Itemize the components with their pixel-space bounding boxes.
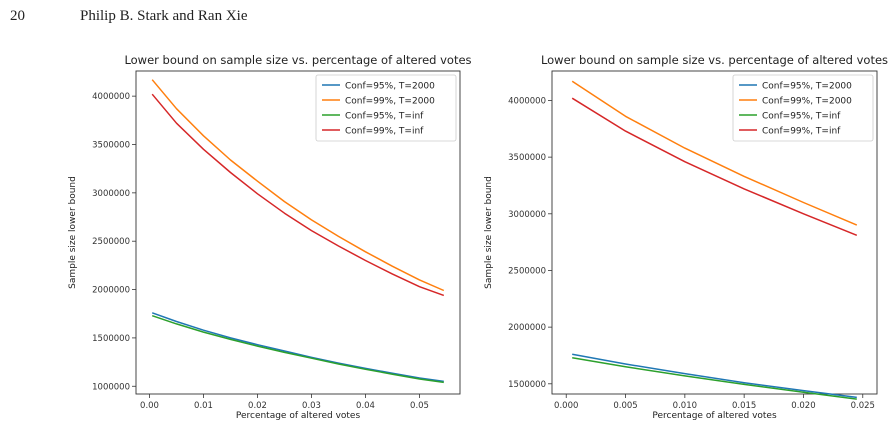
y-axis-label: Sample size lower bound xyxy=(484,176,494,289)
series-line xyxy=(151,314,444,384)
y-tick-label: 1000000 xyxy=(92,382,130,392)
series-line xyxy=(151,312,444,383)
x-tick-label: 0.04 xyxy=(356,401,375,411)
series-line xyxy=(572,356,857,400)
legend-label: Conf=95%, T=2000 xyxy=(345,82,435,92)
plot-frame xyxy=(551,70,878,395)
x-tick-label: 0.025 xyxy=(851,401,875,411)
series-line xyxy=(571,97,858,236)
x-tick-label: 0.03 xyxy=(302,401,321,411)
chart-2: Lower bound on sample size vs. percentag… xyxy=(484,53,888,421)
x-tick-label: 0.02 xyxy=(248,401,267,411)
series-line xyxy=(151,79,445,292)
y-tick-label: 3000000 xyxy=(508,210,546,220)
legend: Conf=95%, T=2000 Conf=99%, T=2000 Conf=95%… xyxy=(732,74,874,142)
page-header: 20 Philip B. Stark and Ran Xie xyxy=(10,8,248,25)
y-tick-label: 3500000 xyxy=(92,140,130,150)
x-tick-label: 0.000 xyxy=(554,401,578,411)
x-tick-label: 0.005 xyxy=(613,401,637,411)
y-tick-label: 4000000 xyxy=(508,96,546,106)
x-tick-label: 0.01 xyxy=(194,401,213,411)
y-axis-label: Sample size lower bound xyxy=(68,176,78,289)
y-tick-label: 4000000 xyxy=(92,92,130,102)
page-number: 20 xyxy=(10,8,25,24)
y-tick-label: 2000000 xyxy=(508,323,546,333)
series-line xyxy=(572,353,857,399)
x-tick-label: 0.05 xyxy=(410,401,429,411)
legend-label: Conf=99%, T=2000 xyxy=(345,97,435,107)
legend: Conf=95%, T=2000 Conf=99%, T=2000 Conf=95%… xyxy=(315,74,457,142)
x-tick-label: 0.010 xyxy=(673,401,697,411)
legend-label: Conf=95%, T=inf xyxy=(345,112,424,122)
x-axis-label: Percentage of altered votes xyxy=(652,411,777,421)
x-tick-label: 0.00 xyxy=(140,401,159,411)
y-tick-label: 2500000 xyxy=(508,266,546,276)
chart-title: Lower bound on sample size vs. percentag… xyxy=(541,53,888,67)
chart-1: Lower bound on sample size vs. percentag… xyxy=(68,53,472,421)
series-line xyxy=(571,80,858,226)
legend-label: Conf=95%, T=2000 xyxy=(762,82,852,92)
plot-frame xyxy=(135,70,461,395)
legend-label: Conf=99%, T=inf xyxy=(762,127,841,137)
y-tick-label: 3000000 xyxy=(92,189,130,199)
legend-box xyxy=(732,74,874,142)
y-tick-label: 1500000 xyxy=(508,380,546,390)
x-axis-label: Percentage of altered votes xyxy=(236,411,361,421)
y-tick-label: 2000000 xyxy=(92,286,130,296)
series-line xyxy=(151,93,445,297)
legend-box xyxy=(315,74,457,142)
x-tick-label: 0.015 xyxy=(732,401,756,411)
x-tick-label: 0.020 xyxy=(791,401,815,411)
y-tick-label: 2500000 xyxy=(92,237,130,247)
legend-label: Conf=95%, T=inf xyxy=(762,112,841,122)
chart-title: Lower bound on sample size vs. percentag… xyxy=(124,53,471,67)
y-tick-label: 3500000 xyxy=(508,153,546,163)
authors: Philip B. Stark and Ran Xie xyxy=(80,8,248,24)
legend-label: Conf=99%, T=inf xyxy=(345,127,424,137)
y-tick-label: 1500000 xyxy=(92,334,130,344)
legend-label: Conf=99%, T=2000 xyxy=(762,97,852,107)
